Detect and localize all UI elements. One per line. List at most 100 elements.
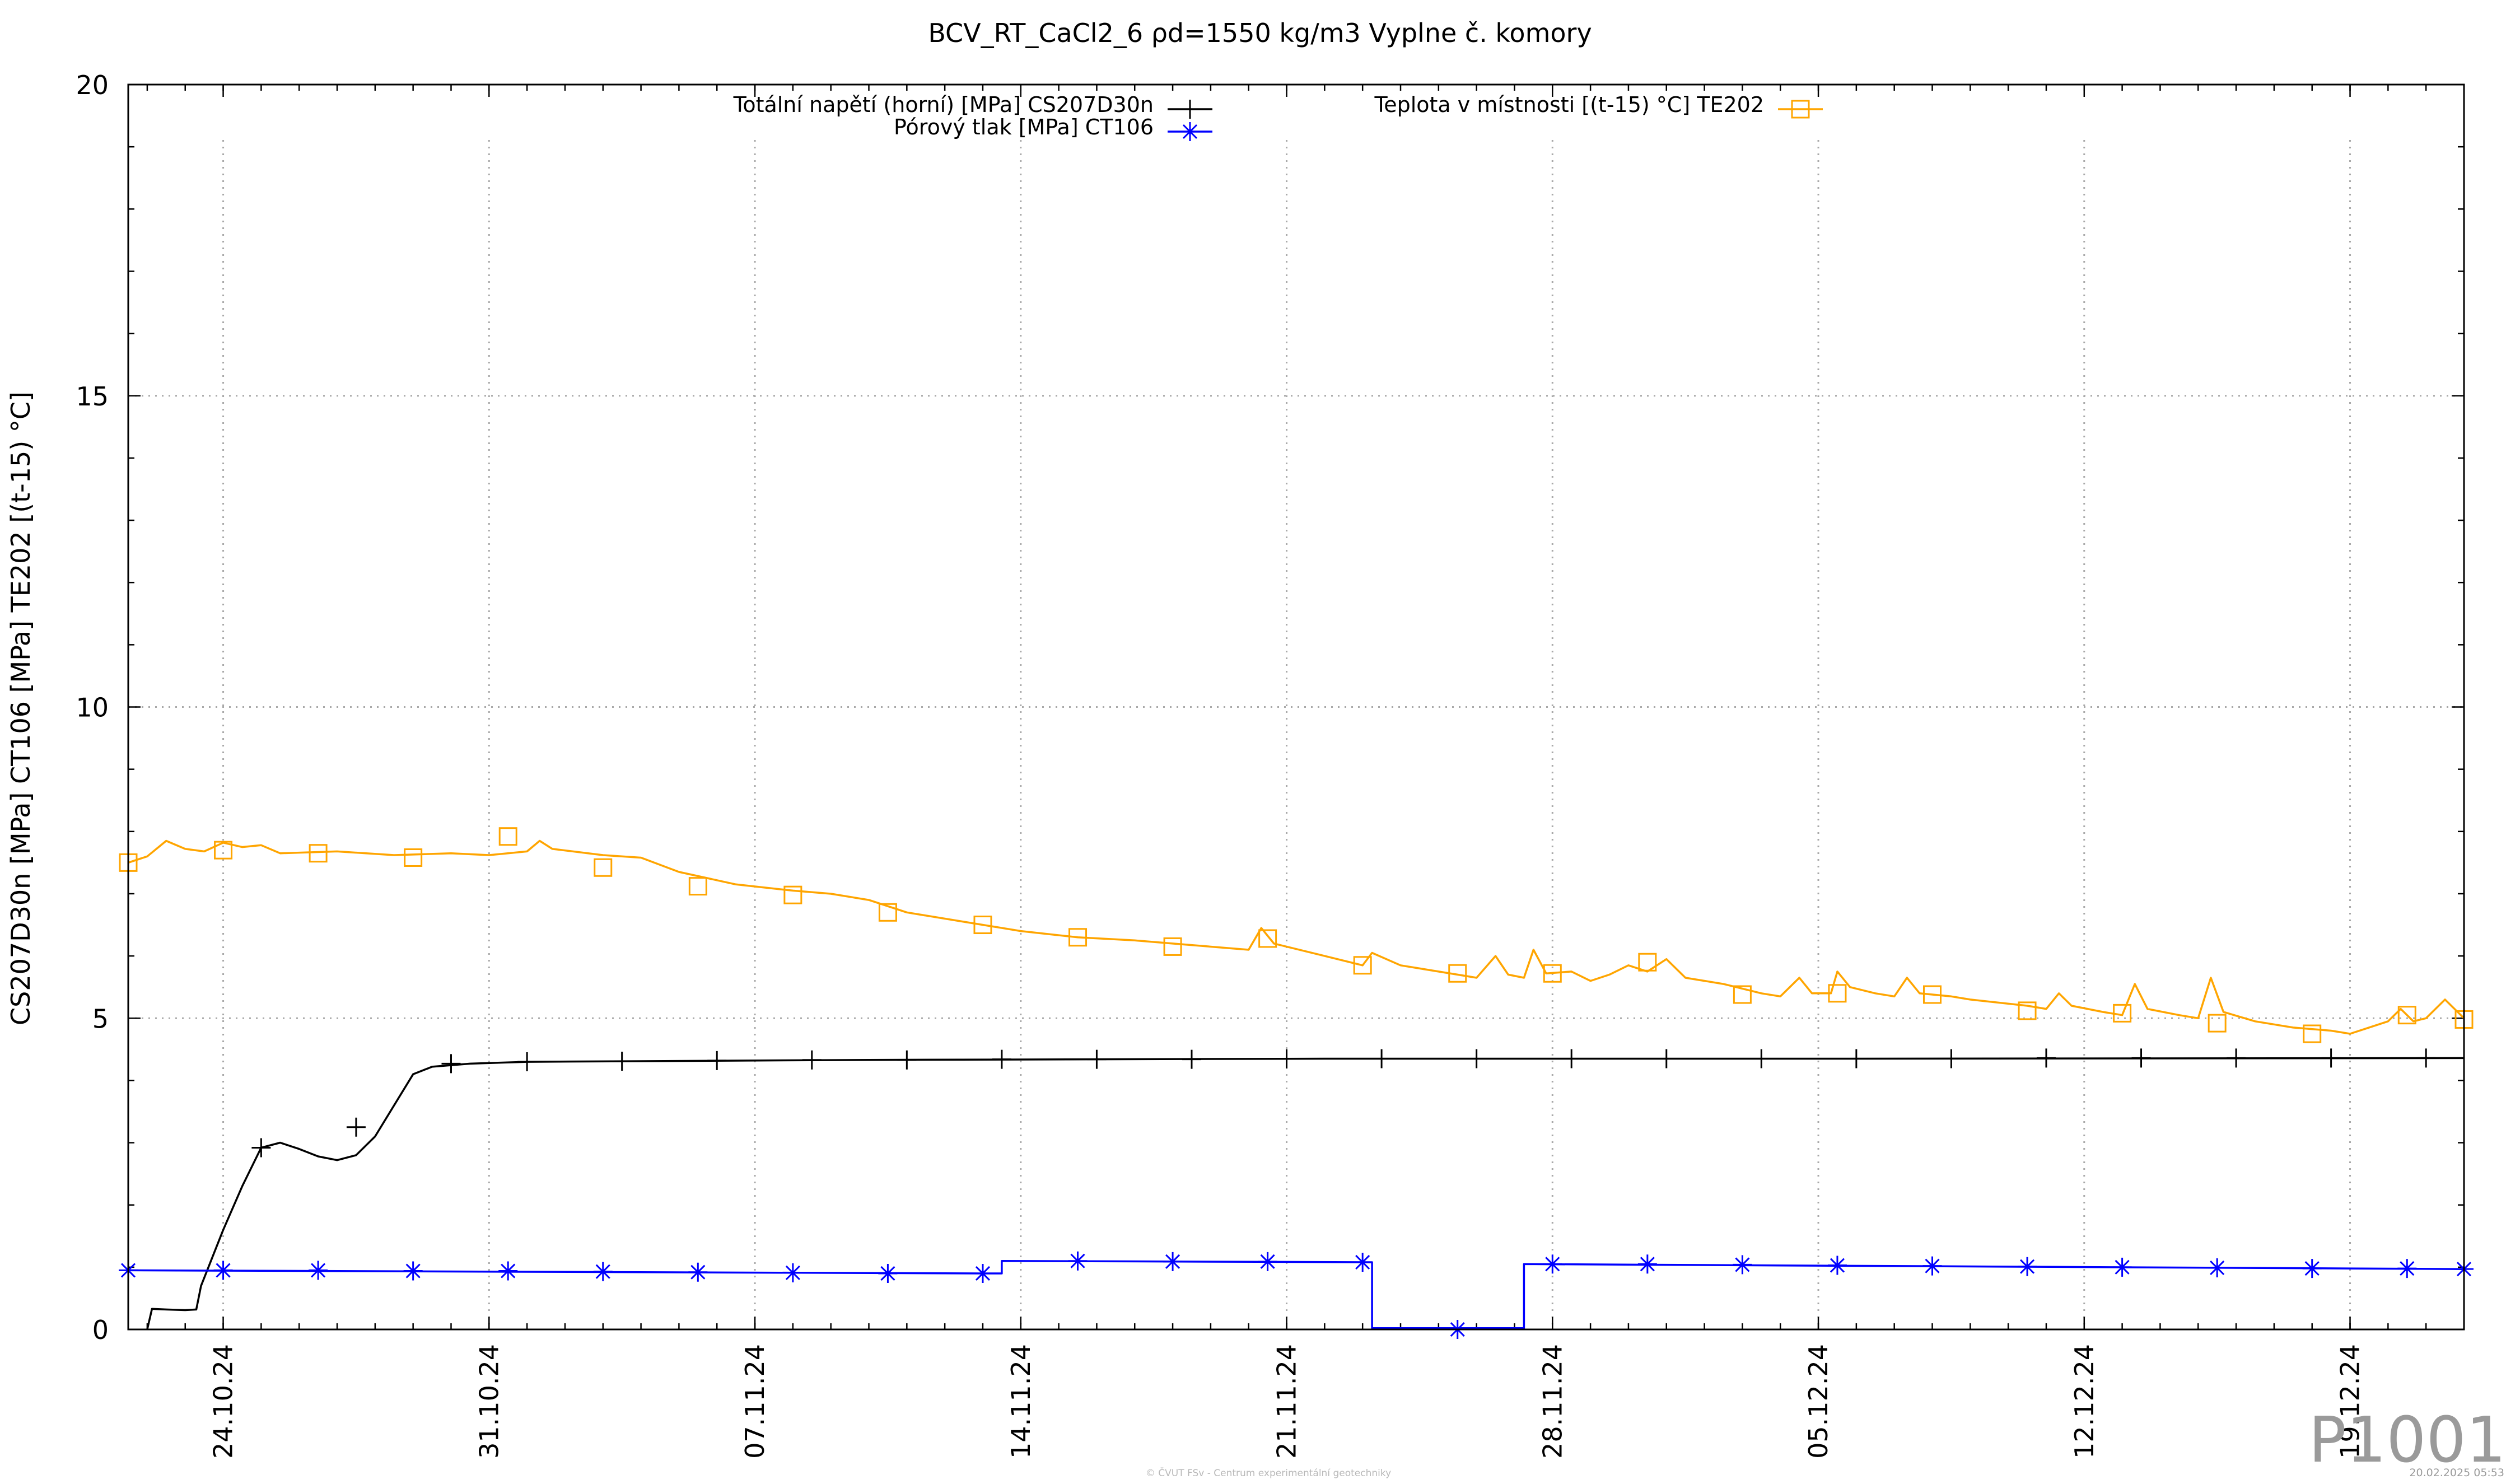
x-tick-label: 28.11.24 — [1537, 1344, 1567, 1459]
footer-timestamp: 20.02.2025 05:53 — [2409, 1467, 2504, 1479]
ct106-point — [688, 1262, 708, 1282]
cs207d30n-point — [346, 1117, 366, 1137]
te202-point — [594, 858, 613, 877]
series-cs207d30n — [146, 1048, 2465, 1330]
ct106-point — [1163, 1252, 1183, 1271]
legend-marker — [1180, 100, 1200, 119]
y-tick-label: 5 — [92, 1004, 109, 1034]
ct106-point — [1827, 1256, 1847, 1275]
te202-line — [128, 839, 2465, 1035]
te202-point — [404, 848, 423, 867]
cs207d30n-point — [251, 1138, 271, 1158]
te202-point — [498, 827, 517, 846]
te202-point — [1163, 937, 1182, 956]
te202-point — [1923, 985, 1942, 1004]
cs207d30n-point — [1752, 1049, 1771, 1068]
te202-point — [2303, 1024, 2322, 1043]
cs207d30n-point — [2321, 1048, 2341, 1068]
legend-entry-te202: Teplota v místnosti [(t-15) °C] TE202 — [1374, 92, 1823, 119]
x-tick-label: 21.11.24 — [1272, 1344, 1302, 1459]
ct106-point — [2302, 1259, 2322, 1278]
cs207d30n-point — [441, 1054, 461, 1074]
cs207d30n-point — [1087, 1049, 1107, 1069]
plot-frame — [127, 83, 2465, 1331]
ct106-point — [593, 1262, 613, 1281]
cs207d30n-point — [1942, 1049, 1961, 1068]
legend-marker — [1791, 100, 1810, 119]
cs207d30n-point — [1182, 1049, 1201, 1069]
y-tick-label: 0 — [92, 1315, 109, 1345]
cs207d30n-point — [2227, 1048, 2246, 1068]
legend-entry-ct106: Pórový tlak [MPa] CT106 — [894, 115, 1212, 141]
legend-label: Teplota v místnosti [(t-15) °C] TE202 — [1374, 92, 1764, 117]
ct106-point — [2112, 1257, 2132, 1277]
ct106-point — [403, 1261, 423, 1281]
cs207d30n-point — [1467, 1049, 1486, 1068]
te202-point — [1068, 928, 1088, 947]
cs207d30n-point — [1277, 1049, 1296, 1068]
te202-point — [2113, 1004, 2132, 1023]
te202-point — [878, 903, 897, 922]
y-tick-label: 15 — [76, 381, 109, 412]
x-tick-label: 31.10.24 — [474, 1344, 504, 1459]
ct106-point — [1258, 1252, 1277, 1271]
cs207d30n-point — [1372, 1049, 1392, 1068]
cs207d30n-point — [1562, 1049, 1581, 1068]
te202-point — [1828, 984, 1847, 1003]
ct106-point — [1637, 1254, 1657, 1274]
cs207d30n-point — [1846, 1049, 1866, 1068]
ct106-point — [973, 1263, 992, 1283]
te202-point — [1543, 964, 1562, 983]
cs207d30n-point — [612, 1051, 632, 1071]
footer-credit: © ČVUT FSv - Centrum experimentální geot… — [1146, 1467, 1391, 1479]
cs207d30n-point — [517, 1052, 537, 1072]
te202-point — [783, 885, 802, 904]
ct106-point — [498, 1261, 518, 1281]
cs207d30n-point — [1656, 1049, 1676, 1068]
y-tick-label: 10 — [76, 693, 109, 723]
chart-title: BCV_RT_CaCl2_6 ρd=1550 kg/m3 Vyplne č. k… — [928, 18, 1592, 48]
x-tick-label: 14.11.24 — [1006, 1344, 1036, 1459]
ct106-point — [1068, 1251, 1088, 1271]
ct106-point — [309, 1261, 328, 1280]
legend: Totální napětí (horní) [MPa] CS207D30nPó… — [733, 92, 1823, 141]
te202-point — [2208, 1014, 2227, 1033]
legend-label: Totální napětí (horní) [MPa] CS207D30n — [733, 92, 1154, 117]
legend-label: Pórový tlak [MPa] CT106 — [894, 115, 1154, 139]
watermark: P1001 — [2308, 1404, 2506, 1477]
cs207d30n-point — [2416, 1048, 2436, 1068]
legend-entry-cs207d30n: Totální napětí (horní) [MPa] CS207D30n — [733, 92, 1212, 119]
te202-point — [2018, 1001, 2037, 1020]
cs207d30n-point — [2036, 1048, 2056, 1068]
ct106-point — [2018, 1257, 2037, 1276]
cs207d30n-line — [146, 1057, 2465, 1330]
x-tick-label: 07.11.24 — [740, 1344, 770, 1459]
te202-point — [1353, 956, 1372, 975]
cs207d30n-point — [2131, 1048, 2151, 1068]
x-tick-label: 24.10.24 — [208, 1344, 239, 1459]
series-te202 — [119, 827, 2474, 1043]
te202-point — [1733, 985, 1752, 1004]
te202-point — [1638, 953, 1657, 972]
te202-point — [2397, 1006, 2416, 1025]
x-tick-label: 05.12.24 — [1803, 1344, 1833, 1459]
ct106-point — [878, 1263, 898, 1283]
te202-point — [1448, 964, 1467, 983]
cs207d30n-point — [802, 1050, 822, 1070]
y-axis-label: CS207D30n [MPa] CT106 [MPa] TE202 [(t-15… — [6, 391, 36, 1025]
x-axis: 24.10.24 31.10.24 07.11.24 14.11.24 21.11.24… — [146, 85, 2427, 1459]
te202-point — [973, 916, 992, 935]
ct106-point — [1733, 1255, 1752, 1275]
x-tick-label: 19.12.24 — [2335, 1344, 2365, 1459]
ct106-point — [1353, 1252, 1373, 1272]
cs207d30n-point — [897, 1050, 917, 1070]
te202-point — [309, 844, 328, 863]
cs207d30n-point — [992, 1049, 1011, 1069]
ct106-point — [1922, 1256, 1942, 1276]
ct106-point — [213, 1261, 233, 1280]
ct106-point — [2397, 1259, 2417, 1278]
te202-point — [214, 841, 233, 860]
y-axis: 0 5 10 15 20 — [76, 70, 2464, 1345]
te202-point — [1258, 929, 1277, 948]
